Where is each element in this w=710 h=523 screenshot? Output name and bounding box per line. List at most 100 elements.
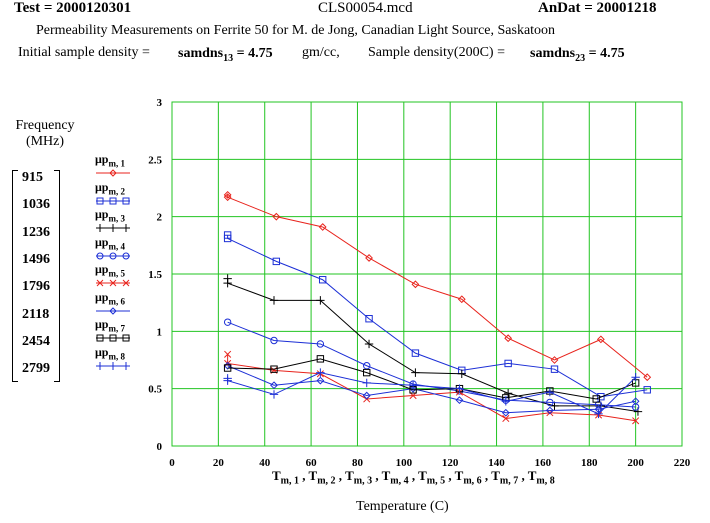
- data-point: [632, 417, 640, 425]
- data-point: [223, 278, 232, 288]
- data-point: [223, 190, 232, 199]
- data-point: [550, 365, 559, 373]
- data-point: [455, 396, 464, 405]
- y-tick-label: 3: [157, 97, 163, 109]
- x-axis-expression-var: T: [308, 468, 318, 483]
- data-point: [502, 414, 510, 423]
- legend-label: μpm, 8: [95, 345, 125, 361]
- frequency-matrix: 915 1036 1236 1496 1796 2118 2454 2799: [12, 170, 60, 382]
- data-point: [109, 169, 117, 177]
- data-point: [362, 378, 371, 388]
- series-line: [227, 321, 636, 408]
- data-point: [316, 296, 325, 305]
- data-point: [224, 350, 232, 358]
- data-point: [109, 224, 117, 232]
- data-point: [269, 296, 279, 305]
- data-point: [223, 193, 232, 202]
- data-point: [596, 335, 605, 344]
- x-tick-label: 220: [674, 457, 691, 469]
- x-tick-label: 200: [627, 457, 644, 469]
- legend-label-text: μp: [95, 179, 109, 194]
- x-axis-expression-sep: ,: [372, 468, 382, 483]
- series-line: [227, 358, 636, 400]
- data-point: [411, 280, 420, 289]
- data-point: [504, 359, 512, 368]
- data-point: [362, 391, 371, 400]
- legend-label-text: μp: [95, 289, 109, 304]
- frequency-value: 915: [22, 170, 43, 185]
- legend: μpm, 1 μpm, 2 μpm, 3 μpm, 4 μpm, 5 μpm, 6 μpm,…: [92, 152, 152, 412]
- data-point: [457, 295, 466, 304]
- data-point: [316, 340, 325, 348]
- y-tick-label: 0.5: [148, 384, 162, 396]
- x-tick-label: 0: [169, 457, 175, 469]
- x-axis-label: Temperature (C): [356, 499, 449, 514]
- legend-label-sub: m, 5: [108, 268, 125, 279]
- data-point: [109, 334, 117, 342]
- legend-swatch: [96, 252, 130, 259]
- x-axis-expression-sep: ,: [481, 468, 492, 483]
- initial-density-value: = 4.75: [236, 46, 273, 61]
- data-point: [316, 376, 325, 385]
- sample-density-sub: 23: [575, 52, 586, 64]
- x-axis-expression-sub: m, 1: [280, 475, 300, 487]
- data-point: [457, 369, 466, 378]
- matrix-left-bracket: [12, 170, 18, 382]
- data-point: [592, 395, 600, 403]
- test-label: Test = 2000120301: [14, 0, 132, 16]
- initial-density-label: Initial sample density =: [18, 45, 150, 60]
- data-point: [223, 234, 232, 243]
- frequency-value: 1036: [22, 197, 50, 213]
- x-axis-expression-sep: ,: [445, 468, 455, 483]
- legend-swatch: [96, 361, 130, 370]
- legend-label-text: μp: [95, 317, 109, 331]
- x-axis-expression: Tm, 1 , Tm, 2 , Tm, 3 , Tm, 4 , Tm, 5 , …: [272, 468, 555, 487]
- data-point: [365, 254, 373, 262]
- frequency-value: 1236: [22, 224, 50, 240]
- data-point: [364, 339, 374, 349]
- initial-density-expression: samdns13 = 4.75: [178, 46, 273, 64]
- frequency-value: 2454: [22, 333, 50, 349]
- legend-swatch: [96, 279, 130, 287]
- x-axis-expression-var: T: [381, 468, 391, 483]
- data-point: [550, 356, 559, 364]
- data-point: [643, 373, 652, 382]
- data-point: [409, 384, 417, 393]
- data-point: [504, 334, 513, 343]
- legend-label-text: μp: [95, 344, 109, 359]
- x-tick-label: 160: [535, 457, 552, 469]
- data-point: [96, 252, 104, 259]
- sample-density-var: samdns: [530, 46, 576, 61]
- data-point: [316, 355, 325, 363]
- data-point: [122, 252, 130, 259]
- data-point: [270, 365, 278, 373]
- data-point: [96, 197, 104, 204]
- series-1: [223, 190, 652, 382]
- data-point: [223, 318, 232, 326]
- sample-density-label: Sample density(200C) =: [368, 45, 505, 60]
- data-point: [109, 252, 117, 259]
- series-3: [223, 274, 643, 416]
- x-axis-expression-var: T: [272, 468, 281, 483]
- legend-swatch: [96, 306, 130, 315]
- data-point: [109, 279, 117, 287]
- y-tick-label: 1: [157, 326, 163, 338]
- chart-ticks: 0 20 40 60 80 100 120 140 160 180 200 220 0 0.5 1 1.5 2 2…: [148, 97, 691, 469]
- series-line: [227, 278, 639, 413]
- data-point: [109, 306, 117, 315]
- x-axis-expression-sub: m, 4: [390, 475, 409, 487]
- legend-label-text: μp: [95, 262, 109, 276]
- legend-swatch: [96, 197, 130, 204]
- frequency-value: 2799: [22, 361, 50, 377]
- data-point: [411, 368, 420, 377]
- series-5: [224, 350, 640, 425]
- initial-density-sub: 13: [223, 52, 234, 64]
- frequency-title-line1: Frequency: [15, 118, 75, 133]
- x-tick-label: 100: [396, 457, 413, 469]
- data-point: [224, 359, 232, 367]
- x-tick-label: 180: [581, 457, 598, 469]
- matrix-right-bracket: [54, 170, 60, 382]
- data-point: [272, 212, 281, 221]
- data-point: [96, 334, 104, 342]
- x-axis-expression-var: T: [345, 468, 354, 483]
